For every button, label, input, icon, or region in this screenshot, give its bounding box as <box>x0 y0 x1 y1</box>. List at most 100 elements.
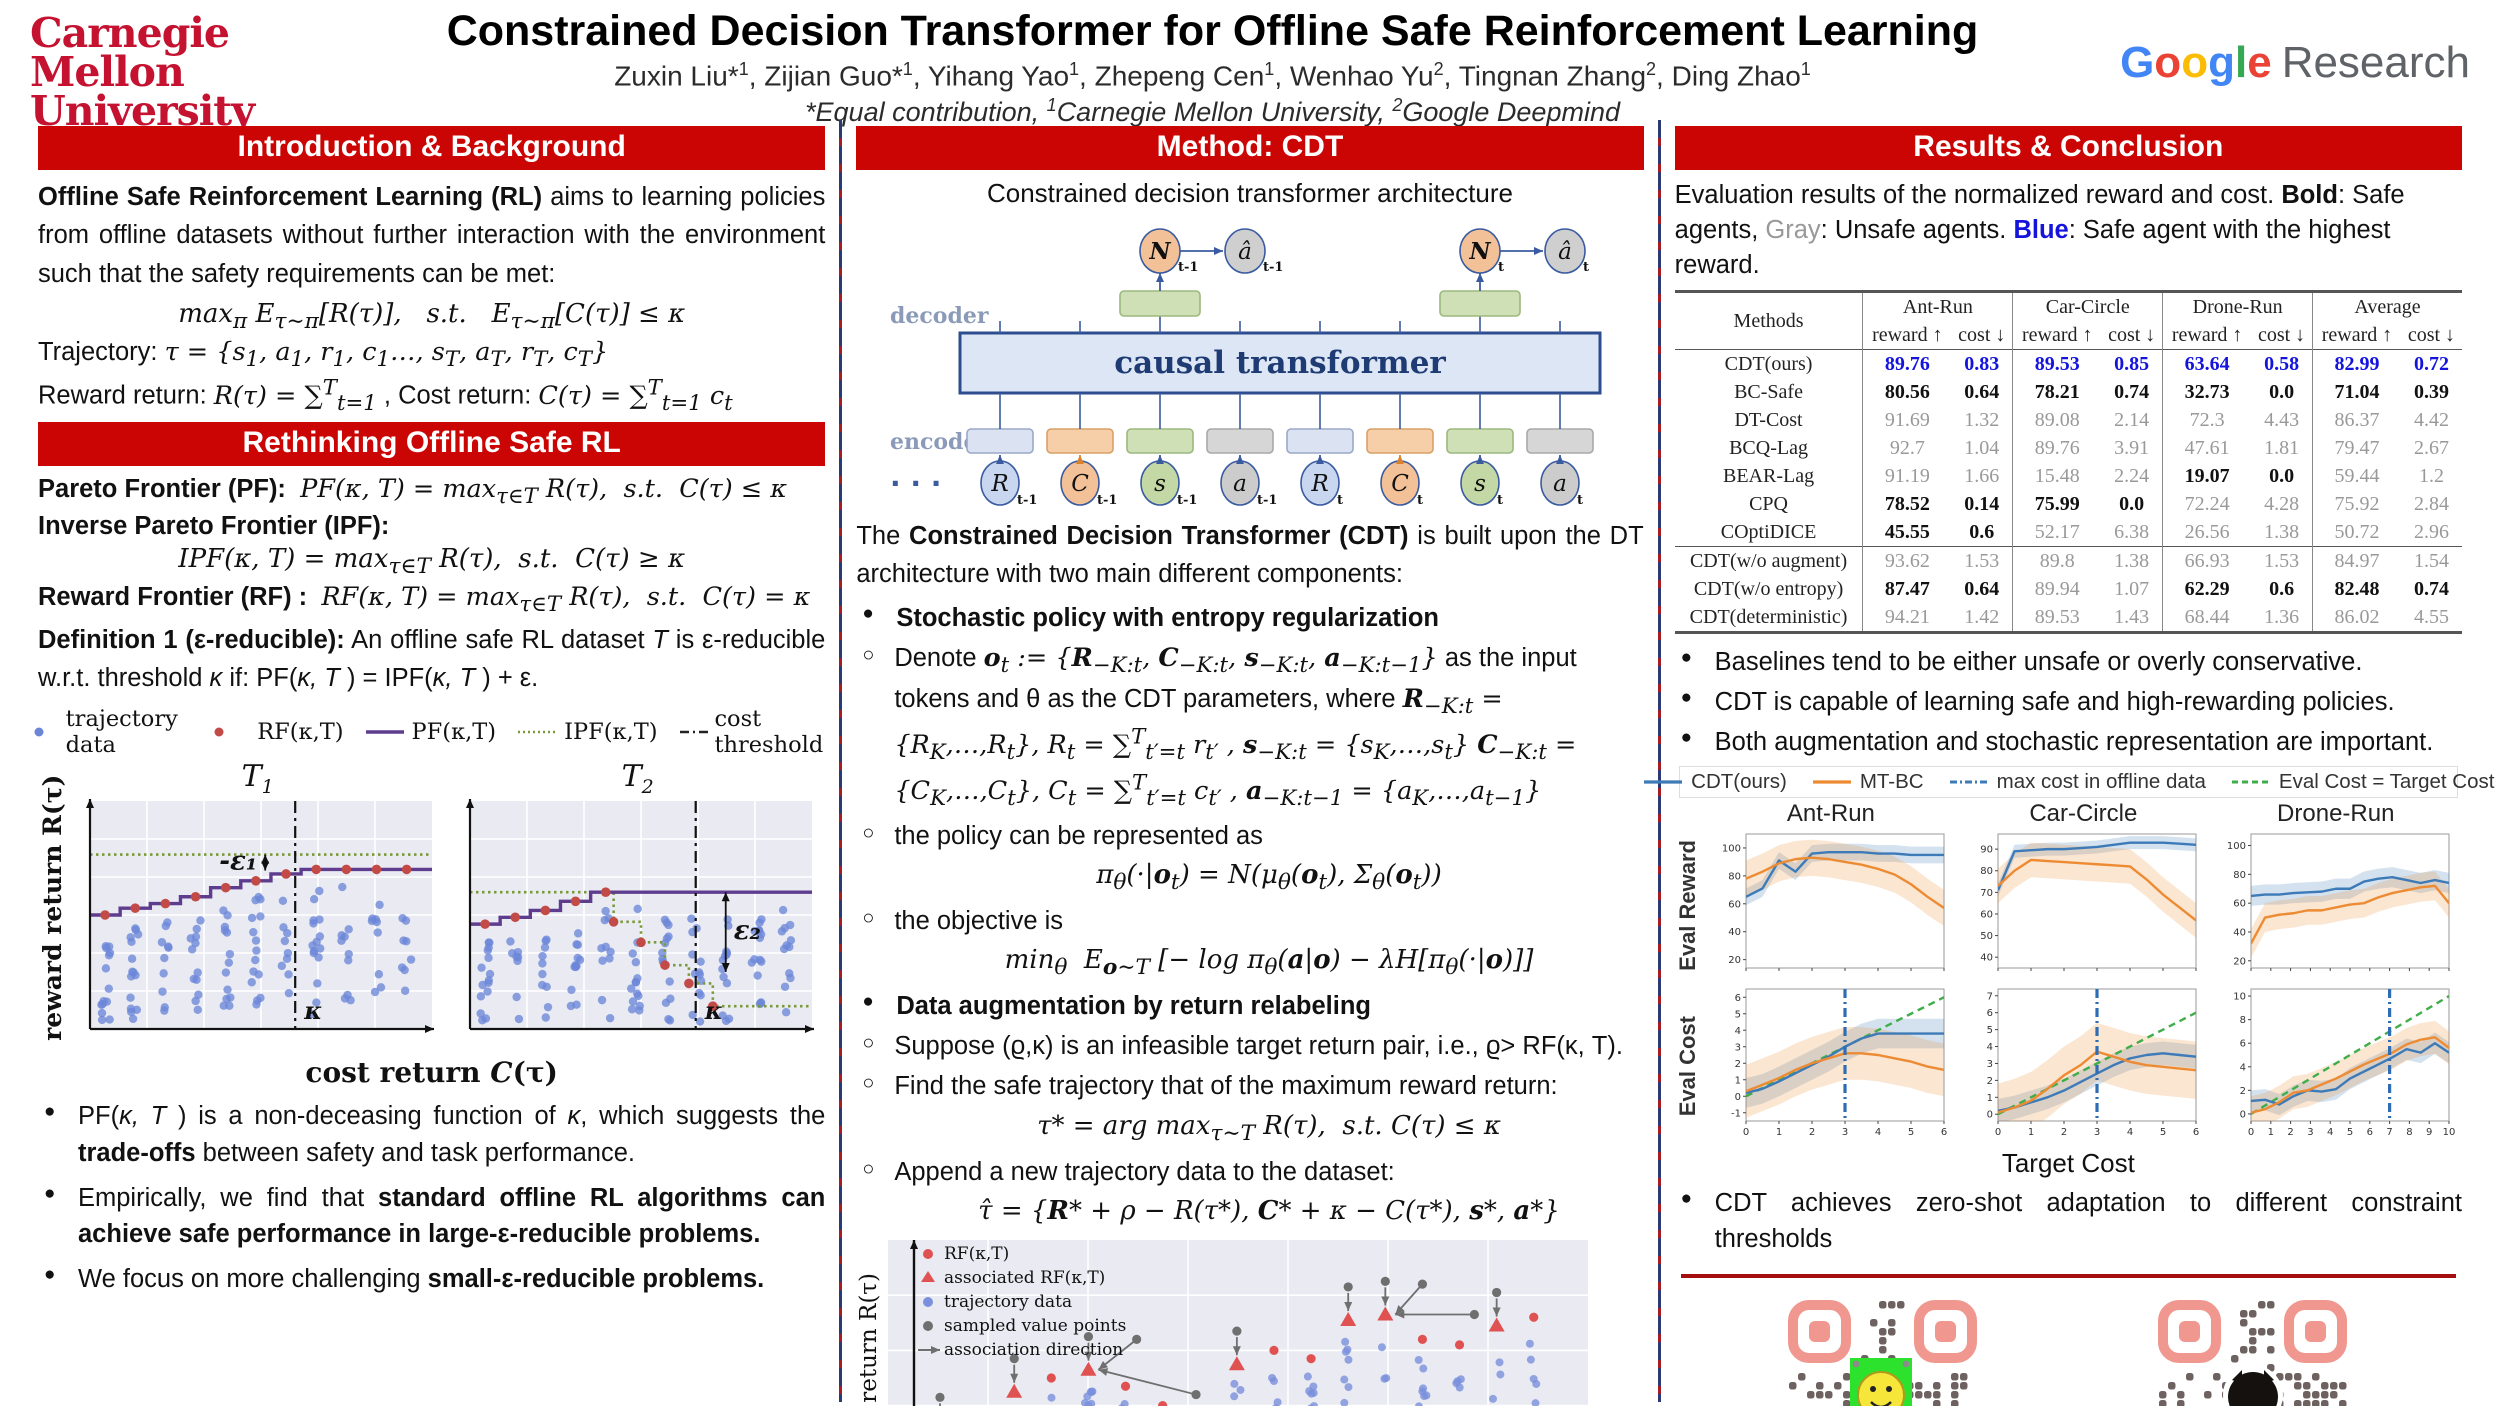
svg-text:80: 80 <box>1981 866 1994 877</box>
value-cell: 4.42 <box>2413 408 2449 431</box>
value-cell: 4.55 <box>2413 605 2449 628</box>
svg-text:40: 40 <box>1728 927 1741 938</box>
svg-text:4: 4 <box>1735 1026 1741 1037</box>
svg-text:4: 4 <box>1875 1127 1881 1138</box>
value-cell: 0.14 <box>1964 492 2000 515</box>
svg-text:0: 0 <box>1743 1127 1749 1138</box>
value-cell: 1.81 <box>2264 436 2300 459</box>
svg-text:6: 6 <box>2366 1127 2372 1138</box>
svg-text:0: 0 <box>1735 1092 1741 1103</box>
divider-red-line <box>1680 1273 2456 1278</box>
google-logo-letter: o <box>2154 38 2182 87</box>
method-bullets: Stochastic policy with entropy regulariz… <box>856 600 1643 1230</box>
svg-text:50: 50 <box>1981 931 1994 942</box>
header-center: Constrained Decision Transformer for Off… <box>330 7 2095 128</box>
svg-text:3: 3 <box>1987 1059 1993 1070</box>
method-cell: BC-Safe <box>1734 380 1803 403</box>
svg-text:associated RF(κ,T): associated RF(κ,T) <box>944 1268 1105 1288</box>
svg-text:80: 80 <box>2233 870 2246 881</box>
section-header-results: Results & Conclusion <box>1674 126 2462 170</box>
section-header-introduction: Introduction & Background <box>38 126 826 170</box>
svg-text:â: â <box>1238 239 1252 265</box>
table-header-methods: Methods <box>1733 309 1804 332</box>
value-cell: 52.17 <box>2012 517 2102 547</box>
svg-text:8: 8 <box>2406 1127 2412 1138</box>
svg-text:1: 1 <box>2028 1127 2034 1138</box>
frontier-plots: reward return R(τ) T1 κ -ε₁ T2 κ ε₂ <box>38 760 825 1055</box>
value-cell: 66.93 <box>2162 546 2252 575</box>
value-cell: 84.97 <box>2312 546 2401 575</box>
bullet-cdt-capable: CDT is capable of learning safe and high… <box>1679 684 2462 720</box>
results-table: Methods Ant-Run Car-Circle Drone-Run Average… <box>1674 289 2462 634</box>
value-cell: 0.85 <box>2114 352 2150 375</box>
legend-item: max cost in offline data <box>1949 770 2206 794</box>
svg-text:C: C <box>1391 471 1409 497</box>
conclusion-bullet-list: CDT achieves zero-shot adaptation to dif… <box>1675 1185 2462 1257</box>
google-logo-letter: l <box>2234 38 2248 87</box>
value-cell: 0.64 <box>1964 577 2000 600</box>
svg-text:â: â <box>1558 239 1572 265</box>
svg-text:R: R <box>990 471 1008 497</box>
table-header-group: Average <box>2312 291 2462 321</box>
ipf-label: Inverse Pareto Frontier (IPF): <box>38 511 390 540</box>
value-cell: 1.53 <box>1964 549 2000 572</box>
car-circle-reward-plot: 40 50 60 70 80 90 <box>1981 833 2197 972</box>
objective-min-equation: minθ Eo∼T [− log πθ(a|o) − λH[πθ(·|o)]] <box>1004 945 1534 981</box>
sub-policy: the policy can be represented as πθ(·|ot… <box>860 818 1643 899</box>
table-row: CDT(w/o entropy) 87.47 0.64 89.94 1.07 62.29 0… <box>1675 574 2462 603</box>
svg-text:5: 5 <box>2347 1127 2353 1138</box>
table-subheader: reward ↑ <box>1862 320 1952 350</box>
svg-text:0: 0 <box>1987 1110 1993 1121</box>
sub-objective-text: the objective is <box>894 906 1064 935</box>
google-research-text: Research <box>2281 38 2470 87</box>
method-cell: BEAR-Lag <box>1723 464 1815 487</box>
sub-policy-text: the policy can be represented as <box>894 821 1263 850</box>
svg-text:t-1: t-1 <box>1177 493 1197 508</box>
svg-text:10: 10 <box>2442 1127 2454 1138</box>
value-cell: 45.55 <box>1862 517 1952 547</box>
t2-title: T2 <box>621 758 654 798</box>
svg-text:20: 20 <box>1728 955 1741 966</box>
svg-text:a: a <box>1233 471 1247 497</box>
value-cell: 1.38 <box>2114 549 2150 572</box>
legend-item: MT-BC <box>1812 770 1924 794</box>
method-cell: CPQ <box>1749 492 1788 515</box>
qr-code-block: code <box>2158 1299 2349 1406</box>
sub-suppose: Suppose (ϱ,κ) is an infeasible target re… <box>860 1028 1643 1064</box>
svg-text:t: t <box>1497 493 1503 508</box>
svg-text:C: C <box>1071 471 1089 497</box>
value-cell: 1.04 <box>1964 436 2000 459</box>
google-logo-letter: G <box>2120 38 2155 87</box>
legend-item: CDT(ours) <box>1644 770 1787 794</box>
legend-item: PF(κ,T) <box>365 718 497 745</box>
legend-item: cost threshold <box>679 705 824 758</box>
svg-text:5: 5 <box>2160 1127 2166 1138</box>
svg-text:60: 60 <box>1728 899 1741 910</box>
svg-text:5: 5 <box>1987 1025 1993 1036</box>
cmu-logo-line: Mellon <box>30 47 185 96</box>
table-header-group: Car-Circle <box>2012 291 2163 321</box>
svg-text:1: 1 <box>2267 1127 2273 1138</box>
sub-objective: the objective is minθ Eo∼T [− log πθ(a|o… <box>860 903 1643 984</box>
header: Carnegie Mellon University Constrained D… <box>0 0 2500 131</box>
table-subheader: cost ↓ <box>1958 323 2006 346</box>
value-cell: 68.44 <box>2162 602 2252 633</box>
qr-paper-block: paper <box>1788 1299 1979 1406</box>
value-cell: 75.99 <box>2012 489 2102 518</box>
value-cell: 71.04 <box>2312 377 2401 406</box>
t1-plot: κ -ε₁ <box>85 799 434 1034</box>
table-subheader: cost ↓ <box>2407 323 2456 346</box>
table-subheader: reward ↑ <box>2162 320 2252 350</box>
svg-text:t: t <box>1337 493 1343 508</box>
svg-text:6: 6 <box>1735 993 1741 1004</box>
value-cell: 89.76 <box>2012 433 2102 462</box>
value-cell: 6.38 <box>2114 520 2150 543</box>
svg-text:t-1: t-1 <box>1017 493 1037 508</box>
value-cell: 0.6 <box>2269 577 2295 600</box>
svg-text:3: 3 <box>2307 1127 2313 1138</box>
value-cell: 4.28 <box>2264 492 2300 515</box>
value-cell: 0.6 <box>1969 520 1995 543</box>
value-cell: 1.07 <box>2114 577 2150 600</box>
